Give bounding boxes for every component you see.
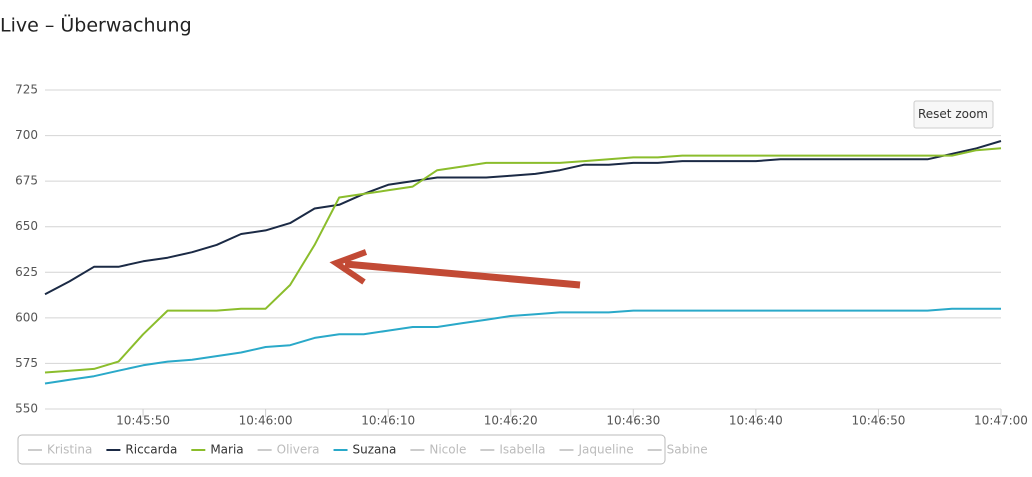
x-tick-label: 10:46:50 xyxy=(851,414,905,428)
arrow-head xyxy=(329,249,368,285)
y-tick-label: 725 xyxy=(15,83,38,97)
legend-label[interactable]: Suzana xyxy=(353,443,397,457)
legend-label[interactable]: Sabine xyxy=(667,443,708,457)
legend-label[interactable]: Maria xyxy=(210,443,243,457)
x-tick-label: 10:45:50 xyxy=(116,414,170,428)
y-tick-label: 650 xyxy=(15,219,38,233)
x-tick-label: 10:46:30 xyxy=(606,414,660,428)
x-tick-label: 10:46:20 xyxy=(484,414,538,428)
y-tick-label: 700 xyxy=(15,128,38,142)
y-tick-label: 600 xyxy=(15,310,38,324)
legend-label[interactable]: Jaqueline xyxy=(578,443,634,457)
y-tick-label: 550 xyxy=(15,402,38,416)
x-tick-label: 10:47:00 xyxy=(974,414,1028,428)
x-tick-label: 10:46:10 xyxy=(361,414,415,428)
legend-label[interactable]: Olivera xyxy=(277,443,320,457)
series-line xyxy=(44,140,1002,296)
series-line xyxy=(44,307,1001,385)
series-line xyxy=(44,147,1002,374)
y-tick-label: 575 xyxy=(15,356,38,370)
x-tick-label: 10:46:00 xyxy=(239,414,293,428)
annotation-arrow xyxy=(329,249,581,289)
y-tick-label: 675 xyxy=(15,174,38,188)
page-title: Live – Überwachung xyxy=(0,14,192,37)
legend-label[interactable]: Riccarda xyxy=(125,443,177,457)
legend-label[interactable]: Kristina xyxy=(47,443,92,457)
button-label[interactable]: Reset zoom xyxy=(918,107,988,121)
arrow-shaft xyxy=(344,260,581,289)
legend-label[interactable]: Nicole xyxy=(429,443,466,457)
y-tick-label: 625 xyxy=(15,265,38,279)
reset-zoom-button[interactable]: Reset zoom xyxy=(913,100,994,129)
x-tick-label: 10:46:40 xyxy=(729,414,783,428)
button-box[interactable] xyxy=(913,100,994,129)
legend-label[interactable]: Isabella xyxy=(499,443,545,457)
